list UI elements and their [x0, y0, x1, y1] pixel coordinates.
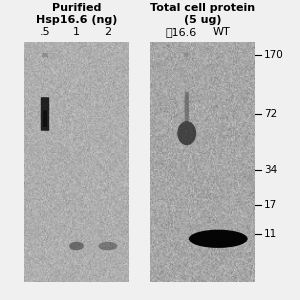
Text: 1: 1	[73, 28, 80, 38]
Text: 17: 17	[264, 200, 277, 210]
Text: 2: 2	[104, 28, 112, 38]
FancyBboxPatch shape	[43, 110, 47, 127]
FancyBboxPatch shape	[41, 97, 49, 131]
Text: .5: .5	[40, 28, 50, 38]
Text: 酤16.6: 酤16.6	[166, 28, 197, 38]
Ellipse shape	[177, 121, 196, 145]
Ellipse shape	[98, 242, 118, 250]
Text: Purified
Hsp16.6 (ng): Purified Hsp16.6 (ng)	[36, 3, 117, 25]
Text: 34: 34	[264, 165, 277, 176]
Text: 72: 72	[264, 109, 277, 119]
Text: 11: 11	[264, 229, 277, 239]
FancyBboxPatch shape	[42, 53, 48, 57]
Text: WT: WT	[212, 28, 230, 38]
Ellipse shape	[69, 242, 84, 250]
Ellipse shape	[189, 230, 248, 248]
Text: 170: 170	[264, 50, 284, 60]
Text: Total cell protein
(5 ug): Total cell protein (5 ug)	[150, 3, 255, 25]
FancyBboxPatch shape	[184, 53, 190, 57]
FancyBboxPatch shape	[185, 92, 189, 122]
